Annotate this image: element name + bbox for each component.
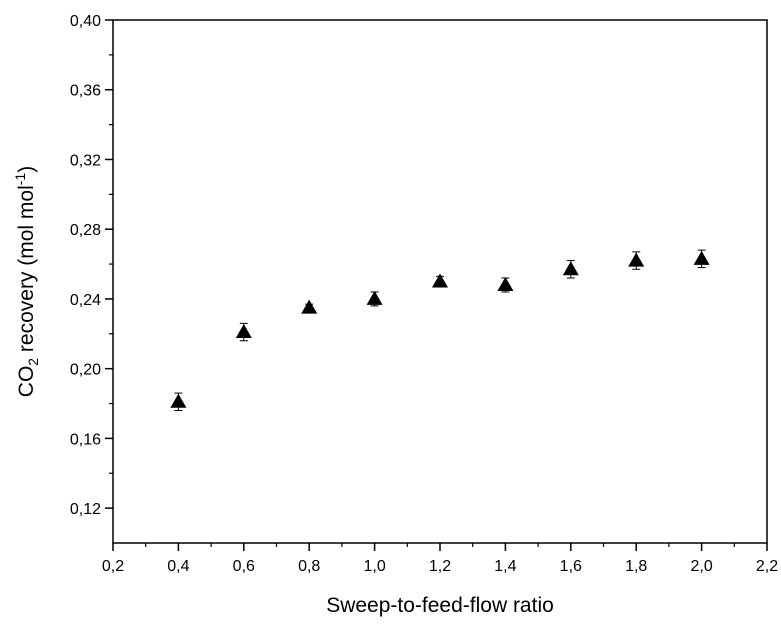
y-tick-label: 0,32	[70, 152, 101, 169]
x-tick-label: 2,2	[756, 558, 778, 575]
data-point	[628, 252, 645, 267]
data-point	[366, 290, 383, 305]
data-point	[432, 273, 448, 288]
data-points	[170, 249, 710, 412]
x-tick-label: 1,8	[625, 558, 647, 575]
x-tick-label: 1,4	[494, 558, 516, 575]
x-tick-label: 0,2	[102, 558, 124, 575]
data-point	[693, 250, 710, 265]
y-tick-label: 0,36	[70, 83, 101, 100]
data-point	[301, 299, 318, 314]
data-point	[170, 393, 187, 408]
axis-ticks: 0,2 0,4 0,6 0,8 1,0 1,2 1,4 1,6 1,8 2,0 2,2 0,12 0,1…	[70, 13, 778, 575]
y-axis-title-middle: recovery (mol mol	[15, 185, 38, 358]
plot-frame	[112, 19, 768, 544]
x-tick-label: 1,2	[429, 558, 451, 575]
y-tick-label: 0,24	[70, 292, 101, 309]
y-tick-label: 0,16	[70, 431, 101, 448]
y-axis-title-suffix: )	[15, 166, 38, 173]
y-tick-label: 0,20	[70, 362, 101, 379]
y-axis-title: CO2 recovery (mol mol-1)	[12, 166, 41, 397]
y-tick-label: 0,28	[70, 222, 101, 239]
y-axis-title-subscript: 2	[25, 358, 41, 366]
y-tick-label: 0,12	[70, 501, 101, 518]
x-tick-label: 1,0	[363, 558, 385, 575]
y-axis-title-superscript: -1	[12, 173, 28, 186]
x-tick-label: 1,6	[560, 558, 582, 575]
x-tick-label: 0,8	[298, 558, 320, 575]
x-tick-label: 0,6	[233, 558, 255, 575]
data-point	[235, 324, 252, 339]
data-point	[562, 261, 579, 276]
x-axis-title: Sweep-to-feed-flow ratio	[326, 594, 554, 617]
x-tick-label: 0,4	[167, 558, 189, 575]
data-point	[497, 276, 514, 291]
y-tick-label: 0,40	[70, 13, 101, 30]
x-tick-label: 2,0	[690, 558, 712, 575]
y-axis-title-prefix: CO	[15, 366, 38, 398]
